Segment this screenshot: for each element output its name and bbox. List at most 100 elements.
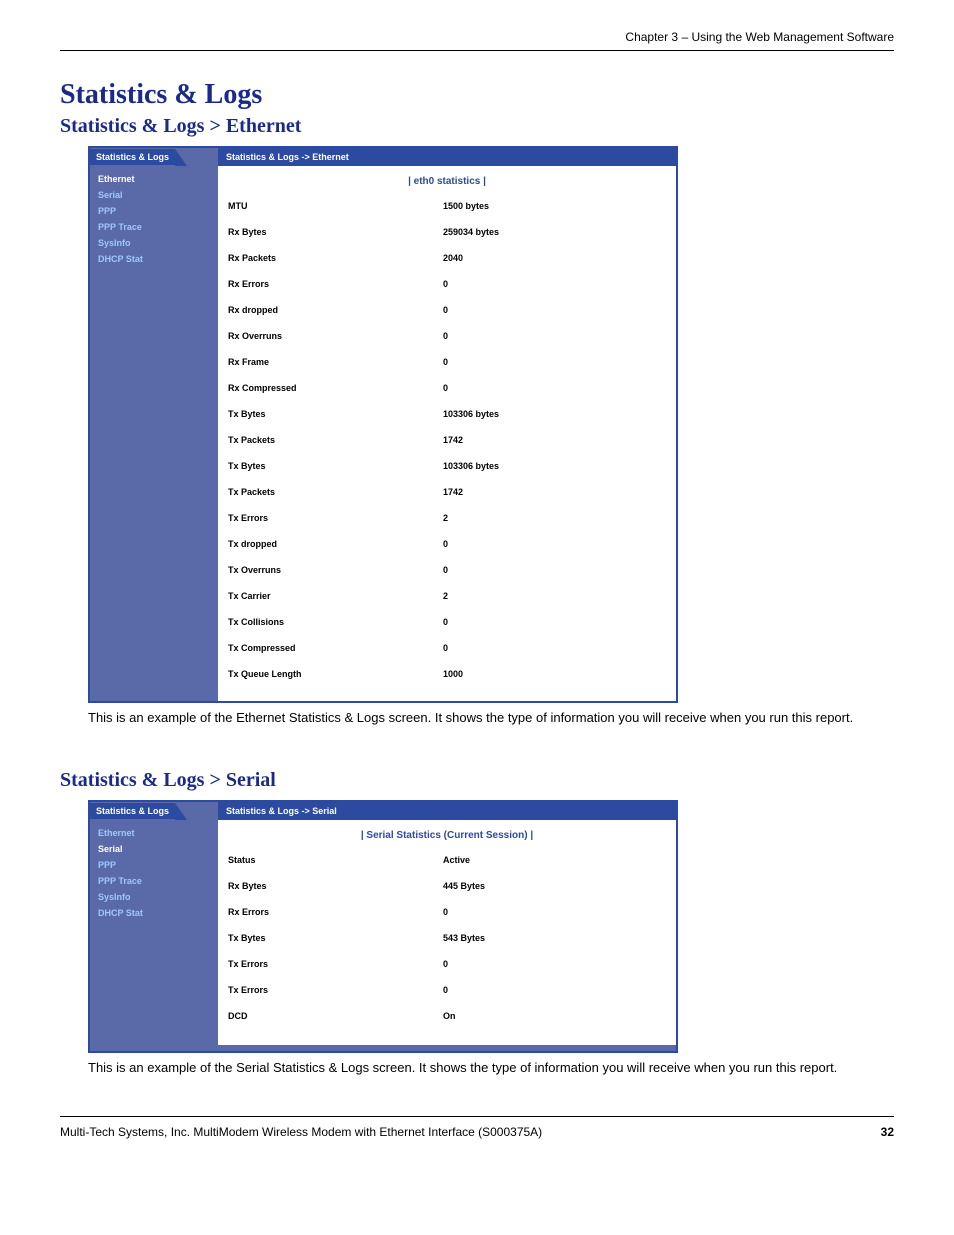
sidebar-item-dhcp-stat[interactable]: DHCP Stat xyxy=(98,905,218,921)
stat-value: 259034 bytes xyxy=(443,227,499,237)
stat-value: 2040 xyxy=(443,253,463,263)
serial-caption: This is an example of the Serial Statist… xyxy=(88,1059,878,1077)
sidebar: Statistics & Logs EthernetSerialPPPPPP T… xyxy=(90,148,218,701)
page-number: 32 xyxy=(881,1125,894,1139)
stat-value: Active xyxy=(443,855,470,865)
stat-value: 1742 xyxy=(443,487,463,497)
stat-row: Rx Bytes445 Bytes xyxy=(228,873,666,899)
panel-bottom-strip xyxy=(218,1045,676,1051)
stats-grid-ethernet: MTU1500 bytesRx Bytes259034 bytesRx Pack… xyxy=(218,193,676,701)
stat-row: MTU1500 bytes xyxy=(228,193,666,219)
stat-label: Tx Bytes xyxy=(228,409,443,419)
serial-panel: Statistics & Logs EthernetSerialPPPPPP T… xyxy=(88,800,678,1053)
sidebar-item-serial[interactable]: Serial xyxy=(98,187,218,203)
stat-row: Tx Bytes543 Bytes xyxy=(228,925,666,951)
stat-value: 103306 bytes xyxy=(443,461,499,471)
sidebar-items-serial: EthernetSerialPPPPPP TraceSysInfoDHCP St… xyxy=(90,819,218,925)
stat-label: Status xyxy=(228,855,443,865)
stat-label: Rx Packets xyxy=(228,253,443,263)
stat-label: Tx Bytes xyxy=(228,933,443,943)
stat-label: Tx Packets xyxy=(228,487,443,497)
stat-value: 0 xyxy=(443,279,448,289)
section-heading-serial: Statistics & Logs > Serial xyxy=(60,769,894,792)
stat-label: Tx Collisions xyxy=(228,617,443,627)
stat-value: 1500 bytes xyxy=(443,201,489,211)
stat-value: On xyxy=(443,1011,456,1021)
chapter-header: Chapter 3 – Using the Web Management Sof… xyxy=(60,30,894,51)
stat-row: StatusActive xyxy=(228,847,666,873)
stat-row: Tx Collisions0 xyxy=(228,609,666,635)
stat-row: Rx Bytes259034 bytes xyxy=(228,219,666,245)
sidebar-tab: Statistics & Logs xyxy=(90,147,218,165)
sidebar: Statistics & Logs EthernetSerialPPPPPP T… xyxy=(90,802,218,1051)
sidebar-tab-label: Statistics & Logs xyxy=(90,149,175,165)
stat-value: 0 xyxy=(443,985,448,995)
stat-label: Rx Errors xyxy=(228,907,443,917)
stat-label: Tx Errors xyxy=(228,513,443,523)
footer-text: Multi-Tech Systems, Inc. MultiModem Wire… xyxy=(60,1125,542,1139)
stat-row: Rx Compressed0 xyxy=(228,375,666,401)
stat-value: 0 xyxy=(443,383,448,393)
breadcrumb: Statistics & Logs -> Serial xyxy=(218,802,676,820)
stat-row: Tx Carrier2 xyxy=(228,583,666,609)
stat-label: Rx Overruns xyxy=(228,331,443,341)
sidebar-item-dhcp-stat[interactable]: DHCP Stat xyxy=(98,251,218,267)
stat-label: Rx Bytes xyxy=(228,227,443,237)
stat-row: Rx Packets2040 xyxy=(228,245,666,271)
stat-row: Tx Packets1742 xyxy=(228,427,666,453)
stat-label: Rx dropped xyxy=(228,305,443,315)
stat-label: MTU xyxy=(228,201,443,211)
stat-row: Rx Overruns0 xyxy=(228,323,666,349)
stat-value: 0 xyxy=(443,907,448,917)
sidebar-item-ppp[interactable]: PPP xyxy=(98,203,218,219)
sidebar-item-ppp-trace[interactable]: PPP Trace xyxy=(98,219,218,235)
sidebar-item-sysinfo[interactable]: SysInfo xyxy=(98,235,218,251)
stat-label: Tx Bytes xyxy=(228,461,443,471)
stat-label: Tx Overruns xyxy=(228,565,443,575)
stat-row: Tx Errors0 xyxy=(228,951,666,977)
sidebar-tab: Statistics & Logs xyxy=(90,801,218,819)
stat-label: Tx Carrier xyxy=(228,591,443,601)
page-title: Statistics & Logs xyxy=(60,79,894,111)
sidebar-items-ethernet: EthernetSerialPPPPPP TraceSysInfoDHCP St… xyxy=(90,165,218,271)
stat-row: Tx Errors2 xyxy=(228,505,666,531)
stats-title: | Serial Statistics (Current Session) | xyxy=(218,820,676,847)
ethernet-panel: Statistics & Logs EthernetSerialPPPPPP T… xyxy=(88,146,678,703)
stat-label: Tx Compressed xyxy=(228,643,443,653)
stat-label: Tx dropped xyxy=(228,539,443,549)
stat-row: Tx Queue Length1000 xyxy=(228,661,666,687)
stat-row: Tx Compressed0 xyxy=(228,635,666,661)
stat-value: 1000 xyxy=(443,669,463,679)
content-area: Statistics & Logs -> Serial | Serial Sta… xyxy=(218,802,676,1051)
stat-label: Rx Errors xyxy=(228,279,443,289)
section-heading-ethernet: Statistics & Logs > Ethernet xyxy=(60,115,894,138)
stat-row: Tx Overruns0 xyxy=(228,557,666,583)
stat-row: Rx Errors0 xyxy=(228,271,666,297)
stat-value: 103306 bytes xyxy=(443,409,499,419)
stat-row: Tx dropped0 xyxy=(228,531,666,557)
sidebar-tab-label: Statistics & Logs xyxy=(90,803,175,819)
stat-row: Rx dropped0 xyxy=(228,297,666,323)
sidebar-item-ppp[interactable]: PPP xyxy=(98,857,218,873)
stat-value: 2 xyxy=(443,591,448,601)
stat-value: 0 xyxy=(443,617,448,627)
sidebar-item-ppp-trace[interactable]: PPP Trace xyxy=(98,873,218,889)
stat-value: 0 xyxy=(443,331,448,341)
stat-value: 543 Bytes xyxy=(443,933,485,943)
sidebar-item-sysinfo[interactable]: SysInfo xyxy=(98,889,218,905)
stat-row: Rx Frame0 xyxy=(228,349,666,375)
stat-row: Tx Bytes103306 bytes xyxy=(228,453,666,479)
stat-value: 0 xyxy=(443,539,448,549)
stat-label: Rx Bytes xyxy=(228,881,443,891)
sidebar-item-serial[interactable]: Serial xyxy=(98,841,218,857)
sidebar-item-ethernet[interactable]: Ethernet xyxy=(98,171,218,187)
stat-value: 0 xyxy=(443,305,448,315)
stat-value: 0 xyxy=(443,643,448,653)
stat-label: Tx Queue Length xyxy=(228,669,443,679)
stat-value: 445 Bytes xyxy=(443,881,485,891)
stat-value: 0 xyxy=(443,959,448,969)
stats-title: | eth0 statistics | xyxy=(218,166,676,193)
ethernet-caption: This is an example of the Ethernet Stati… xyxy=(88,709,878,727)
content-area: Statistics & Logs -> Ethernet | eth0 sta… xyxy=(218,148,676,701)
sidebar-item-ethernet[interactable]: Ethernet xyxy=(98,825,218,841)
